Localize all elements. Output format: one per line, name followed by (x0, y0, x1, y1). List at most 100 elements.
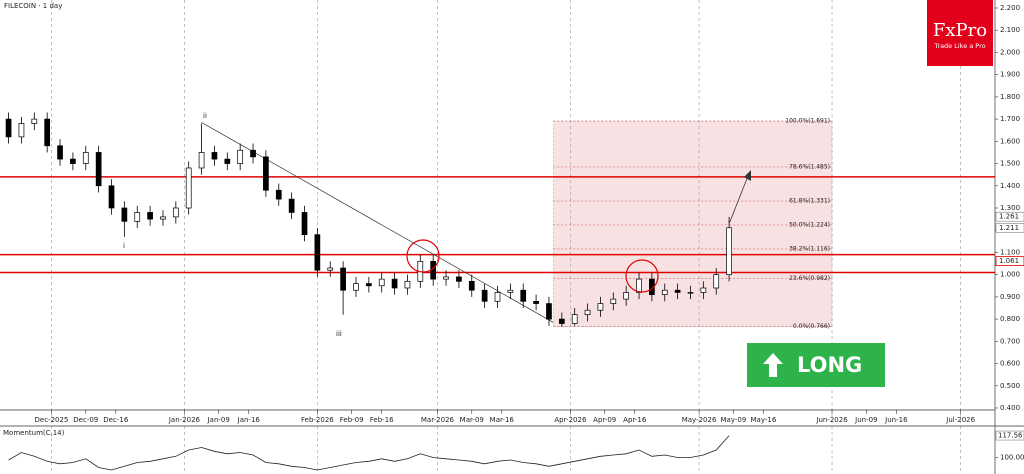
candle-body (327, 267, 334, 271)
candle-body (468, 280, 475, 291)
candle-body (404, 280, 411, 289)
candle-body (597, 303, 604, 311)
momentum-line (8, 435, 730, 471)
price-marker-box (995, 211, 1024, 222)
x-tick-label: Feb-09 (340, 416, 364, 424)
x-tick-label: May-16 (751, 416, 777, 424)
candle-body (198, 152, 205, 169)
arrow (728, 175, 749, 225)
price-marker-box (995, 256, 1024, 267)
y-tick-label: 100.00 (1000, 454, 1024, 462)
y-tick-label: 0.600 (1000, 360, 1020, 368)
signal-text: LONG (797, 353, 862, 377)
y-tick-label: 1.000 (1000, 271, 1020, 279)
candle-body (134, 212, 141, 222)
x-tick-label: Apr-16 (623, 416, 647, 424)
candle-body (5, 118, 12, 138)
x-tick-label: Jan-16 (237, 416, 261, 424)
fib-label: 78.6%(1.485) (789, 163, 830, 170)
highlight-circle (625, 259, 659, 293)
candle-body (95, 152, 102, 187)
x-tick-label: Jun-16 (884, 416, 908, 424)
candle-body (610, 298, 617, 304)
candle-body (391, 278, 398, 289)
candle-body (687, 292, 694, 294)
fib-label: 0.0%(0.766) (793, 323, 830, 330)
y-tick-label: 1.900 (1000, 71, 1020, 79)
candle-body (237, 149, 244, 164)
candle-body (263, 156, 269, 191)
x-tick-label: Jun-2026 (815, 416, 848, 424)
candle-body (250, 149, 256, 158)
candle-body (57, 145, 63, 160)
candle-body (443, 276, 449, 280)
x-tick-label: Dec-09 (73, 416, 98, 424)
x-tick-label: Mar-16 (490, 416, 515, 424)
chart-title: FILECOIN · 1 day (4, 2, 62, 10)
candle-body (31, 118, 38, 124)
fib-label: 38.2%(1.116) (789, 245, 830, 252)
candle-body (700, 287, 707, 293)
candle-body (365, 283, 372, 287)
candle-body (713, 274, 720, 289)
candle-body (494, 292, 501, 302)
fib-label: 23.6%(0.982) (789, 275, 830, 282)
candle-body (18, 123, 25, 138)
x-tick-label: Apr-09 (593, 416, 616, 424)
x-tick-label: Jan-09 (207, 416, 230, 424)
y-tick-label: 0.400 (1000, 404, 1020, 412)
price-marker-label: 1.061 (999, 257, 1019, 265)
candle-body (108, 185, 115, 209)
fib-label: 61.8%(1.331) (789, 198, 830, 205)
candle-body (147, 212, 153, 220)
candle-body (636, 278, 642, 293)
candle-body (378, 278, 385, 287)
candle-body (301, 212, 308, 236)
candle-body (172, 207, 179, 218)
candle-body (520, 289, 527, 302)
x-tick-label: Apr-2026 (554, 416, 587, 424)
y-tick-label: 1.300 (1000, 204, 1020, 212)
x-tick-label: Jan-2026 (168, 416, 201, 424)
y-tick-label: 1.800 (1000, 93, 1020, 101)
candle-body (353, 283, 359, 291)
highlight-circle (406, 239, 440, 273)
x-tick-label: May-2026 (682, 416, 717, 424)
candle-body (558, 318, 565, 324)
signal-arrow (763, 353, 783, 377)
wave-label: iii (336, 330, 342, 338)
candle-body (288, 198, 295, 213)
candle-body (507, 289, 514, 293)
momentum-marker-box (995, 430, 1024, 441)
trendline (201, 122, 554, 323)
candle-body (584, 309, 591, 316)
x-tick-label: Jul-2026 (945, 416, 975, 424)
candle-body (224, 158, 231, 164)
fib-label: 100.0%(1.691) (785, 118, 830, 125)
y-tick-label: 1.700 (1000, 115, 1020, 123)
y-tick-label: 2.200 (1000, 4, 1020, 12)
candle-body (44, 118, 51, 147)
logo-brand: FxPro (933, 20, 987, 41)
x-tick-label: Dec-2025 (35, 416, 69, 424)
momentum-title: Momentum(C,14) (3, 429, 65, 437)
y-tick-label: 0.900 (1000, 293, 1020, 301)
candle-body (481, 289, 488, 302)
candle-body (546, 303, 552, 320)
y-tick-label: 2.100 (1000, 26, 1020, 34)
candle-body (211, 152, 218, 160)
fib-label: 50.0%(1.224) (789, 221, 830, 228)
candle-body (314, 234, 321, 271)
wave-label: ii (203, 112, 207, 120)
y-tick-label: 0.800 (1000, 315, 1020, 323)
wave-label: i (123, 242, 125, 250)
x-tick-label: Dec-16 (103, 416, 129, 424)
candle-body (456, 276, 462, 282)
logo-tagline: Trade Like a Pro (933, 42, 985, 50)
y-tick-label: 0.700 (1000, 337, 1020, 345)
price-marker-label: 1.261 (999, 213, 1019, 221)
candle-body (160, 216, 166, 220)
x-tick-label: Mar-09 (460, 416, 484, 424)
